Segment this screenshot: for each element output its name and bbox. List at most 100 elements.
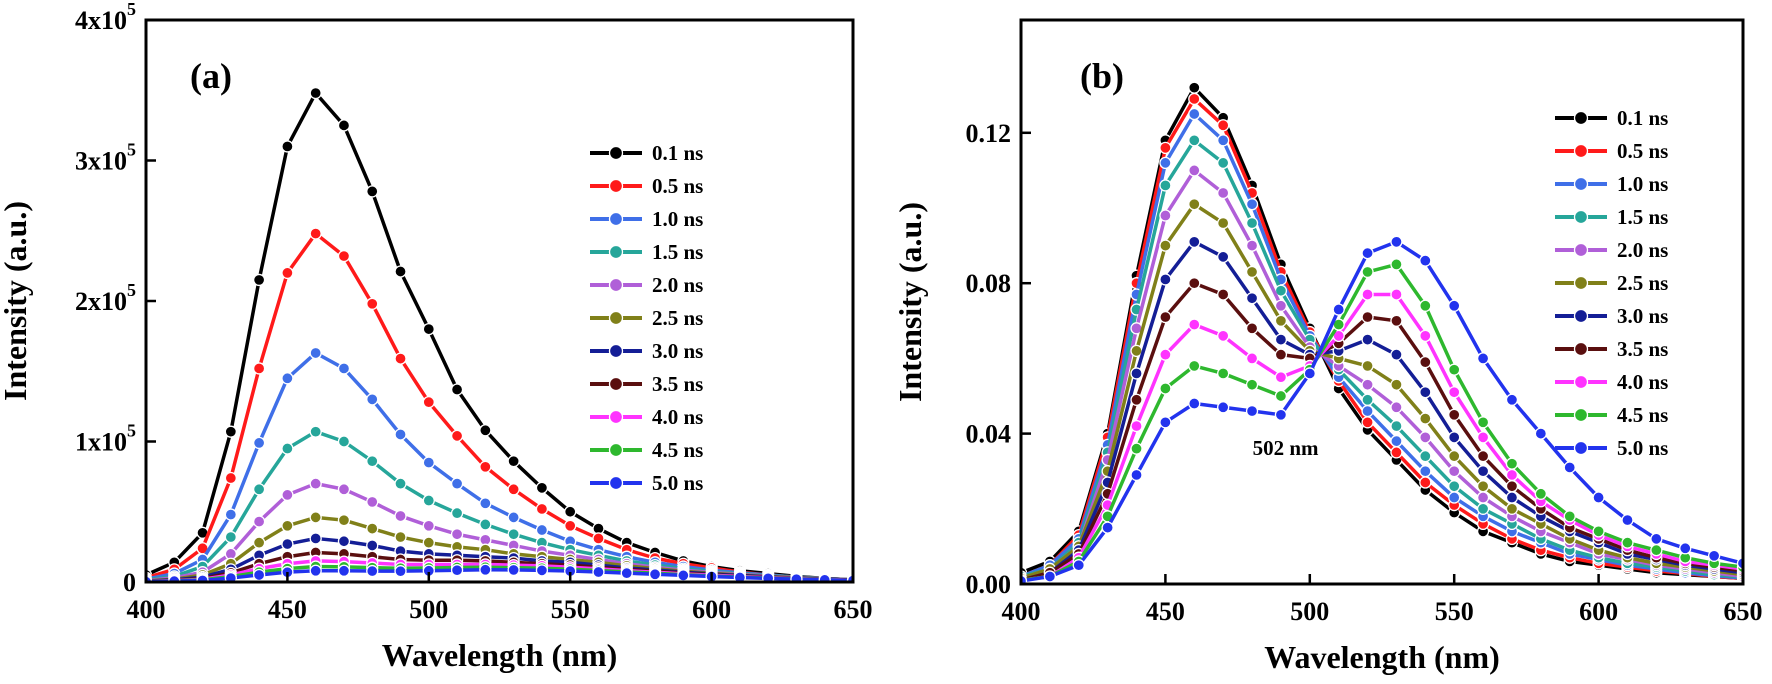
data-point: [1679, 542, 1692, 555]
data-point: [592, 532, 605, 545]
legend-entry: 1.0 ns: [1555, 172, 1668, 196]
data-point: [1274, 348, 1288, 361]
data-point: [1274, 299, 1288, 312]
data-point: [1419, 386, 1432, 399]
data-point: [1361, 416, 1374, 429]
legend-label: 1.0 ns: [1617, 172, 1668, 196]
legend-label: 4.5 ns: [652, 438, 703, 462]
data-point: [1159, 310, 1172, 324]
data-point: [733, 571, 747, 582]
legend-label: 4.5 ns: [1617, 403, 1668, 427]
legend-entry: 0.5 ns: [1555, 139, 1668, 163]
data-point: [1188, 81, 1201, 94]
y-tick-label-base: 2x10: [75, 287, 127, 316]
data-point: [1390, 235, 1403, 248]
data-point: [1130, 344, 1143, 358]
legend-entry: 3.0 ns: [590, 339, 703, 363]
data-point: [1130, 367, 1143, 380]
data-point: [1159, 141, 1172, 154]
legend-label: 1.0 ns: [652, 207, 703, 231]
data-point: [224, 508, 237, 521]
data-point: [1448, 386, 1461, 399]
data-point: [1448, 480, 1461, 493]
plot-area: [146, 86, 853, 582]
data-point: [592, 565, 605, 579]
legend-swatch-marker: [608, 145, 624, 161]
data-point: [1390, 348, 1403, 361]
data-point: [1505, 502, 1519, 515]
data-point: [281, 140, 294, 153]
data-point: [1361, 359, 1374, 373]
legend-swatch-marker: [608, 277, 624, 293]
data-point: [252, 536, 266, 549]
x-tick-label: 600: [692, 595, 731, 624]
data-point: [1159, 209, 1172, 222]
data-point: [1303, 367, 1316, 380]
data-point: [450, 564, 464, 577]
data-point: [1361, 333, 1374, 346]
data-point: [366, 495, 379, 509]
data-point: [366, 455, 379, 468]
data-point: [1361, 265, 1374, 279]
data-point: [479, 518, 492, 531]
chart-panel-b: 400 450 500 550 600 650 0.00 0.04 0.08 0.12 Wavele…: [892, 18, 1763, 675]
data-point: [1159, 239, 1172, 252]
y-tick-label-base: 1x10: [75, 428, 127, 457]
data-point: [1361, 246, 1374, 260]
legend-entry: 2.0 ns: [1555, 238, 1668, 262]
axis-frame: [1019, 18, 1745, 586]
data-point: [1274, 389, 1288, 403]
legend-label: 0.5 ns: [1617, 139, 1668, 163]
data-point: [1505, 491, 1519, 504]
legend-swatch-marker: [608, 244, 624, 260]
legend-swatch-marker: [1573, 242, 1589, 258]
data-point: [450, 528, 464, 541]
series-line: [146, 91, 853, 582]
data-point: [224, 571, 237, 582]
data-point: [1159, 273, 1172, 286]
data-point: [1188, 318, 1201, 331]
legend-label: 0.1 ns: [1617, 106, 1668, 130]
data-point: [1476, 450, 1490, 463]
data-point: [1217, 119, 1230, 132]
legend-entry: 5.0 ns: [1555, 436, 1668, 460]
data-point: [1217, 250, 1230, 264]
data-point: [1245, 216, 1259, 230]
legend-label: 2.0 ns: [652, 273, 703, 297]
data-point: [1650, 544, 1663, 557]
legend-label: 0.1 ns: [652, 141, 703, 165]
data-point: [1217, 156, 1230, 170]
legend-entry: 1.5 ns: [1555, 205, 1668, 229]
x-tick-label: 550: [551, 595, 590, 624]
legend-swatch-marker: [1573, 110, 1589, 126]
x-tick-label: 400: [1002, 597, 1041, 626]
data-point: [309, 425, 322, 438]
x-tick-label: 650: [1724, 597, 1763, 626]
legend-entry: 0.1 ns: [590, 141, 703, 165]
x-axis-title: Wavelength (nm): [382, 637, 618, 673]
legend-swatch-marker: [1573, 374, 1589, 390]
data-point: [366, 393, 379, 406]
data-point: [366, 564, 379, 578]
data-point: [1390, 419, 1403, 433]
data-point: [281, 266, 294, 280]
data-point: [394, 530, 407, 544]
data-point: [422, 396, 435, 409]
legend-swatch-marker: [1573, 308, 1589, 324]
chart-panel-a: 400 450 500 550 600 65001x1052x1053x1054x105W…: [0, 0, 873, 673]
data-point: [1448, 363, 1461, 376]
data-point: [366, 185, 379, 198]
y-tick-label: 2x105: [75, 280, 136, 316]
legend-entry: 5.0 ns: [590, 471, 703, 495]
legend-entry: 2.5 ns: [590, 306, 703, 330]
data-point: [1592, 525, 1605, 538]
y-tick-label-base: 0: [123, 568, 136, 597]
legend-label: 3.5 ns: [652, 372, 703, 396]
data-point: [337, 362, 351, 375]
data-point: [1476, 480, 1490, 493]
data-point: [1390, 434, 1403, 448]
data-point: [337, 483, 351, 496]
data-point: [1072, 559, 1085, 572]
legend-swatch-marker: [608, 376, 624, 392]
